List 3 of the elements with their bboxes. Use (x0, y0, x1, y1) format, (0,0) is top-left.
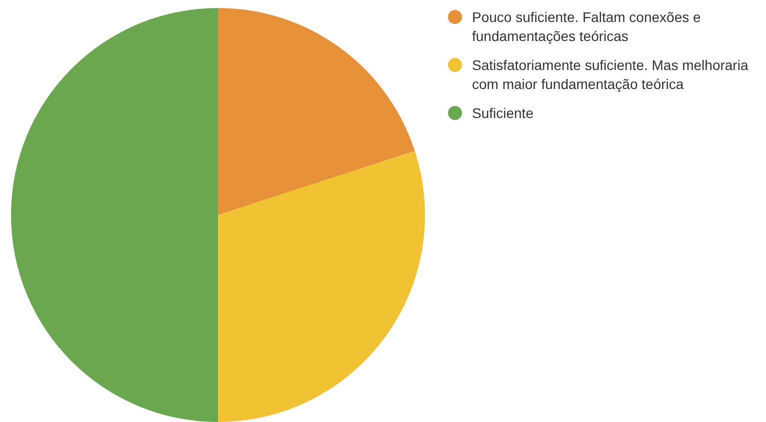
legend-label: Satisfatoriamente suficiente. Mas melhoraria com maior fundamentação teórica (472, 56, 750, 94)
legend-label: Suficiente (472, 104, 534, 123)
legend-label: Pouco suficiente. Faltam conexões e fundamentações teóricas (472, 8, 702, 46)
